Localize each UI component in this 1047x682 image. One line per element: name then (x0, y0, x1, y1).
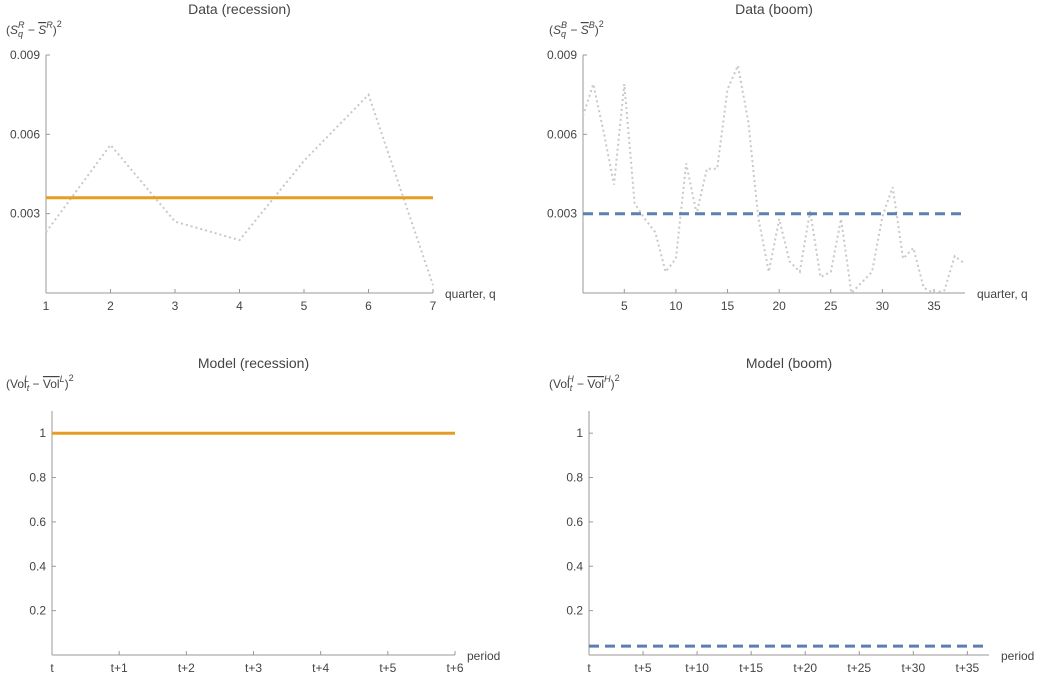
chart-title: Data (recession) (188, 1, 291, 17)
x-tick-label: 6 (365, 299, 372, 313)
x-tick-label: t+15 (739, 661, 763, 675)
x-tick-label: 5 (621, 299, 628, 313)
y-tick-label: 0.006 (547, 127, 577, 141)
x-tick-label: t+30 (901, 661, 925, 675)
y-tick-label: 0.009 (10, 48, 40, 62)
y-tick-label: 0.2 (29, 604, 46, 618)
chart-title: Data (boom) (735, 1, 813, 17)
y-tick-label: 0.8 (566, 471, 583, 485)
x-axis-label: period (1001, 649, 1034, 663)
y-tick-label: 1 (576, 426, 583, 440)
y-tick-label: 0.4 (566, 559, 583, 573)
y-tick-label: 0.006 (10, 127, 40, 141)
x-tick-label: t+6 (446, 661, 463, 675)
y-tick-label: 0.009 (547, 48, 577, 62)
y-tick-label: 0.6 (29, 515, 46, 529)
series-line-dotted (582, 62, 966, 296)
x-tick-label: 35 (927, 299, 941, 313)
y-axis-label: (VoltH − VolH)2 (549, 373, 620, 393)
chart-title: Model (recession) (198, 355, 309, 371)
x-tick-label: t+35 (956, 661, 980, 675)
x-tick-label: 20 (772, 299, 786, 313)
y-tick-label: 0.4 (29, 559, 46, 573)
x-tick-label: 3 (172, 299, 179, 313)
y-tick-label: 1 (39, 426, 46, 440)
x-tick-label: t (587, 661, 591, 675)
y-tick-label: 0.2 (566, 604, 583, 618)
x-tick-label: t+3 (245, 661, 262, 675)
x-tick-label: 10 (669, 299, 683, 313)
data-boom-chart: Data (boom) (SqB − SB)2 quarter, q 5 10 15 20 2… (547, 1, 1028, 313)
x-tick-label: 5 (301, 299, 308, 313)
x-tick-label: t+4 (312, 661, 329, 675)
x-tick-label: 4 (236, 299, 243, 313)
y-axis-label: (SqB − SB)2 (549, 19, 604, 39)
model-boom-chart: Model (boom) (VoltH − VolH)2 period t t+5 t+1… (549, 355, 1034, 675)
x-tick-label: t+5 (635, 661, 652, 675)
x-tick-label: 1 (43, 299, 50, 313)
x-tick-label: 25 (824, 299, 838, 313)
data-recession-chart: Data (recession) (SqR − SR)2 quarter, q 1 2 3… (6, 1, 496, 313)
x-tick-label: 2 (107, 299, 114, 313)
chart-title: Model (boom) (746, 355, 832, 371)
x-axis-label: period (467, 649, 500, 663)
model-recession-chart: Model (recession) (VoltL − VolL)2 period t t… (6, 355, 500, 675)
x-tick-label: t (50, 661, 54, 675)
x-tick-label: t+10 (685, 661, 709, 675)
y-axis-label: (VoltL − VolL)2 (6, 373, 74, 393)
x-tick-label: t+25 (847, 661, 871, 675)
x-tick-label: 7 (430, 299, 437, 313)
x-axis-label: quarter, q (977, 287, 1028, 301)
y-tick-label: 0.003 (10, 207, 40, 221)
x-tick-label: 15 (721, 299, 735, 313)
y-axis-label: (SqR − SR)2 (6, 19, 62, 39)
x-tick-label: t+5 (379, 661, 396, 675)
series-line-dotted (45, 92, 434, 286)
x-tick-label: 30 (876, 299, 890, 313)
y-tick-label: 0.8 (29, 471, 46, 485)
x-tick-label: t+20 (793, 661, 817, 675)
x-axis-label: quarter, q (445, 287, 496, 301)
x-tick-label: t+2 (178, 661, 195, 675)
y-tick-label: 0.6 (566, 515, 583, 529)
y-tick-label: 0.003 (547, 207, 577, 221)
x-tick-label: t+1 (111, 661, 128, 675)
